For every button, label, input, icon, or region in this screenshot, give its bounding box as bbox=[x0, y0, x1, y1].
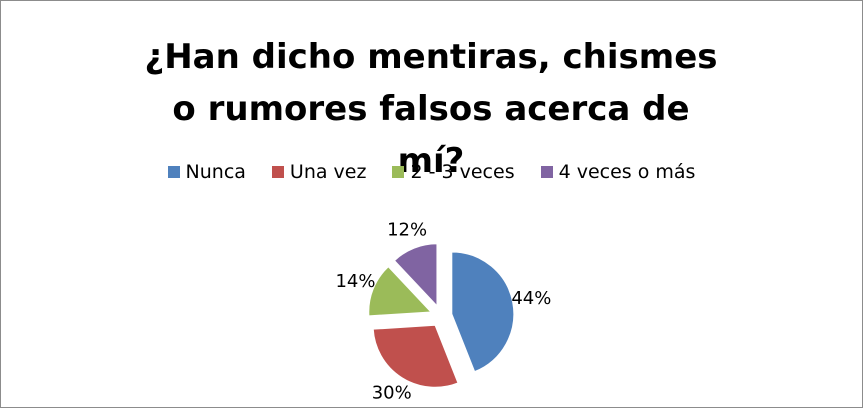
data-label: 30% bbox=[372, 383, 412, 404]
legend-label: Nunca bbox=[185, 161, 246, 183]
chart-title: ¿Han dicho mentiras, chismes o rumores f… bbox=[144, 37, 718, 181]
legend-swatch bbox=[271, 166, 284, 178]
pie-slice bbox=[451, 251, 515, 373]
legend-label: 4 veces o más bbox=[558, 161, 696, 183]
legend-swatch bbox=[167, 166, 180, 178]
legend-label: 2 - 3 veces bbox=[410, 161, 515, 183]
legend-swatch bbox=[540, 166, 553, 178]
data-label: 14% bbox=[335, 271, 375, 292]
pie-slice bbox=[393, 243, 438, 308]
legend-item: Una vez bbox=[271, 161, 367, 183]
legend-item: Nunca bbox=[167, 161, 246, 183]
data-label: 12% bbox=[387, 219, 427, 240]
pie-slice bbox=[368, 266, 432, 317]
pie-slice bbox=[372, 324, 459, 388]
legend-item: 4 veces o más bbox=[540, 161, 696, 183]
data-label: 44% bbox=[511, 288, 551, 309]
legend-item: 2 - 3 veces bbox=[392, 161, 515, 183]
legend-swatch bbox=[392, 166, 405, 178]
legend: Nunca Una vez 2 - 3 veces 4 veces o más bbox=[1, 161, 862, 183]
legend-label: Una vez bbox=[289, 161, 367, 183]
